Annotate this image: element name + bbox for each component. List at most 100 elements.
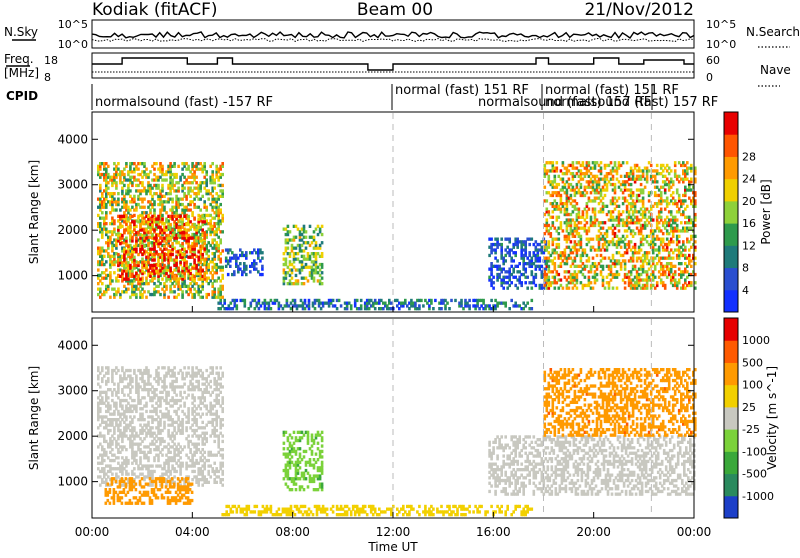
heatmap-cell: [245, 251, 248, 254]
heatmap-cell: [97, 366, 100, 369]
power-heatmap-cells: [97, 161, 697, 310]
heatmap-cell: [321, 252, 324, 255]
heatmap-cell: [145, 402, 148, 405]
heatmap-cell: [203, 220, 206, 223]
power-colorbar-label: Power [dB]: [759, 179, 773, 244]
heatmap-cell: [468, 304, 471, 307]
heatmap-cell: [181, 242, 184, 245]
heatmap-cell: [143, 198, 146, 201]
heatmap-cell: [167, 296, 170, 299]
heatmap-cell: [219, 238, 222, 241]
heatmap-cell: [624, 287, 627, 290]
heatmap-cell: [105, 268, 108, 271]
heatmap-cell: [590, 216, 593, 219]
heatmap-cell: [169, 237, 172, 240]
heatmap-cell: [580, 221, 583, 224]
y-tick-label: 4000: [57, 132, 88, 146]
heatmap-cell: [674, 265, 677, 268]
noise-search-trace: [92, 39, 694, 42]
heatmap-cell: [133, 195, 136, 198]
heatmap-cell: [672, 257, 675, 260]
heatmap-cell: [133, 399, 136, 402]
heatmap-cell: [113, 228, 116, 231]
heatmap-cell: [548, 265, 551, 268]
heatmap-cell: [169, 223, 172, 226]
heatmap-cell: [173, 290, 176, 293]
heatmap-cell: [526, 287, 529, 290]
heatmap-cell: [101, 396, 104, 399]
heatmap-cell: [261, 257, 264, 260]
heatmap-cell: [261, 273, 264, 276]
heatmap-cell: [167, 275, 170, 278]
heatmap-cell: [185, 261, 188, 264]
cpid-segment-5: normalsound (fast) 157 RF: [545, 95, 718, 110]
colorbar-swatch: [724, 156, 738, 179]
heatmap-cell: [576, 202, 579, 205]
heatmap-cell: [528, 251, 531, 254]
heatmap-cell: [315, 241, 318, 244]
heatmap-cell: [219, 299, 222, 302]
heatmap-cell: [512, 259, 515, 262]
heatmap-cell: [546, 199, 549, 202]
heatmap-cell: [670, 210, 673, 213]
date-title: 21/Nov/2012: [584, 0, 694, 20]
cpid-label: CPID: [6, 89, 38, 103]
heatmap-cell: [129, 226, 132, 229]
heatmap-cell: [562, 229, 565, 232]
heatmap-cell: [135, 374, 138, 377]
heatmap-cell: [546, 218, 549, 221]
heatmap-cell: [592, 257, 595, 260]
nave-tick-bottom: 0: [706, 71, 713, 84]
heatmap-cell: [516, 287, 519, 290]
cpid-segment-1: normalsound (fast) -157 RF: [95, 95, 273, 110]
heatmap-cell: [578, 208, 581, 211]
heatmap-cell: [177, 187, 180, 190]
colorbar-swatch: [724, 290, 738, 313]
heatmap-cell: [291, 277, 294, 280]
heatmap-cell: [129, 264, 132, 267]
heatmap-cell: [117, 192, 120, 195]
heatmap-cell: [526, 276, 529, 279]
heatmap-cell: [688, 254, 691, 257]
heatmap-cell: [155, 388, 158, 391]
heatmap-cell: [620, 175, 623, 178]
heatmap-cell: [137, 168, 140, 171]
heatmap-cell: [105, 260, 108, 263]
heatmap-cell: [321, 241, 324, 244]
heatmap-cell: [153, 470, 156, 473]
heatmap-cell: [504, 259, 507, 262]
heatmap-cell: [131, 237, 134, 240]
heatmap-cell: [127, 245, 130, 248]
heatmap-cell: [634, 232, 637, 235]
heatmap-cell: [195, 176, 198, 179]
heatmap-cell: [143, 162, 146, 165]
heatmap-cell: [207, 198, 210, 201]
heatmap-cell: [620, 246, 623, 249]
heatmap-cell: [580, 183, 583, 186]
heatmap-cell: [117, 279, 120, 282]
heatmap-cell: [221, 173, 224, 176]
heatmap-cell: [644, 186, 647, 189]
nave-label: Nave: [760, 63, 791, 77]
heatmap-cell: [107, 396, 110, 399]
heatmap-cell: [141, 269, 144, 272]
heatmap-cell: [175, 173, 178, 176]
heatmap-cell: [518, 262, 521, 265]
heatmap-cell: [165, 211, 168, 214]
heatmap-cell: [554, 175, 557, 178]
heatmap-cell: [221, 274, 224, 277]
heatmap-cell: [586, 265, 589, 268]
colorbar-swatch: [724, 245, 738, 268]
y-tick-label: 2000: [57, 223, 88, 237]
heatmap-cell: [539, 257, 542, 260]
heatmap-cell: [149, 170, 152, 173]
heatmap-cell: [531, 287, 534, 290]
heatmap-cell: [490, 299, 493, 302]
heatmap-cell: [244, 299, 247, 302]
heatmap-cell: [614, 183, 617, 186]
noise-right-tick-bottom: 10^0: [706, 38, 736, 51]
heatmap-cell: [446, 302, 449, 305]
heatmap-cell: [640, 248, 643, 251]
heatmap-cell: [113, 271, 116, 274]
heatmap-cell: [177, 293, 180, 296]
